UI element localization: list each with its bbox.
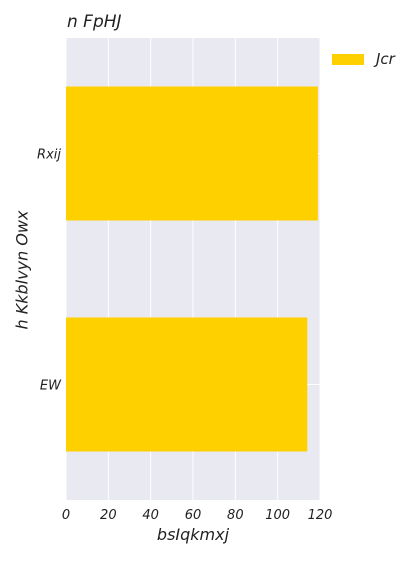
legend-swatch xyxy=(332,53,364,65)
x-tick-label: 40 xyxy=(142,508,159,523)
x-tick-label: 100 xyxy=(265,508,290,523)
x-tick-label: 120 xyxy=(308,508,333,523)
bar xyxy=(66,317,308,452)
y-tick-label: EW xyxy=(40,379,62,394)
bar xyxy=(66,86,318,221)
y-axis-label: h Kkblvyn Owx xyxy=(12,210,32,330)
legend: Jcr xyxy=(332,50,395,68)
chart-title: n FpHJ xyxy=(67,12,122,32)
x-axis-label: bsIqkmxj xyxy=(156,525,230,544)
x-tick-label: 60 xyxy=(185,508,202,523)
y-tick-label: Rxij xyxy=(37,148,61,163)
x-tick-label: 80 xyxy=(227,508,244,523)
x-tick-label: 0 xyxy=(62,508,70,523)
legend-label: Jcr xyxy=(376,50,395,68)
x-tick-label: 20 xyxy=(100,508,117,523)
